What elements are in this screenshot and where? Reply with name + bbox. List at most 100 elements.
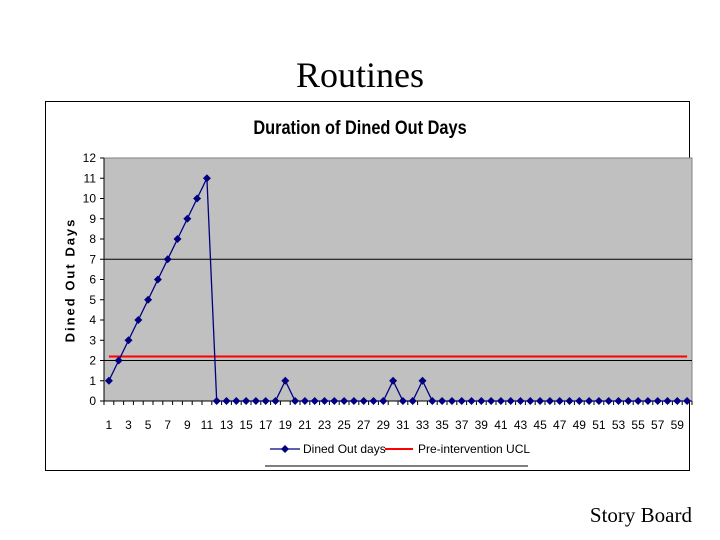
chart-title: Duration of Dined Out Days bbox=[253, 118, 467, 139]
x-tick-label: 49 bbox=[573, 418, 587, 432]
x-tick-label: 1 bbox=[106, 418, 113, 432]
x-tick-label: 31 bbox=[396, 418, 410, 432]
x-tick-label: 33 bbox=[416, 418, 430, 432]
x-tick-label: 43 bbox=[514, 418, 528, 432]
data-point bbox=[193, 194, 202, 203]
x-tick-label: 15 bbox=[239, 418, 253, 432]
x-tick-label: 41 bbox=[494, 418, 508, 432]
x-tick-label: 3 bbox=[125, 418, 132, 432]
y-tick-label: 12 bbox=[83, 151, 97, 165]
data-point bbox=[104, 376, 113, 385]
data-point bbox=[428, 397, 437, 405]
data-point bbox=[134, 316, 143, 324]
data-point bbox=[457, 397, 466, 405]
data-point bbox=[144, 295, 153, 304]
data-point bbox=[438, 397, 447, 405]
y-tick-label: 10 bbox=[83, 192, 97, 206]
data-point bbox=[251, 397, 260, 405]
x-tick-label: 59 bbox=[671, 418, 685, 432]
data-point bbox=[585, 397, 594, 405]
x-tick-label: 13 bbox=[220, 418, 234, 432]
data-point bbox=[653, 397, 662, 405]
data-point bbox=[349, 397, 358, 405]
data-point bbox=[536, 397, 545, 405]
data-point bbox=[526, 397, 535, 405]
data-point bbox=[506, 397, 515, 405]
y-tick-label: 0 bbox=[89, 394, 96, 408]
x-tick-label: 35 bbox=[435, 418, 449, 432]
x-tick-label: 51 bbox=[592, 418, 606, 432]
x-tick-label: 23 bbox=[318, 418, 332, 432]
data-point bbox=[683, 397, 692, 405]
y-tick-label: 3 bbox=[89, 333, 96, 347]
data-point bbox=[379, 397, 388, 405]
data-point bbox=[222, 397, 231, 405]
data-point bbox=[496, 397, 505, 405]
x-tick-label: 45 bbox=[533, 418, 547, 432]
data-point bbox=[389, 376, 398, 385]
y-tick-label: 5 bbox=[89, 293, 96, 307]
legend-marker bbox=[281, 445, 289, 453]
data-point bbox=[291, 397, 300, 405]
data-point bbox=[565, 397, 574, 405]
data-point bbox=[340, 397, 349, 405]
data-point bbox=[163, 255, 172, 264]
legend-label-dined-out: Dined Out days bbox=[303, 442, 386, 456]
data-point bbox=[487, 397, 496, 405]
x-tick-label: 7 bbox=[164, 418, 171, 432]
x-tick-label: 55 bbox=[631, 418, 645, 432]
data-point bbox=[575, 397, 584, 405]
data-point bbox=[614, 397, 623, 405]
data-point bbox=[418, 376, 427, 385]
data-point bbox=[212, 397, 221, 405]
data-point bbox=[153, 275, 162, 284]
x-tick-label: 29 bbox=[377, 418, 391, 432]
data-point bbox=[183, 214, 192, 223]
x-tick-label: 47 bbox=[553, 418, 567, 432]
data-point bbox=[604, 397, 613, 405]
data-point bbox=[555, 397, 564, 405]
data-point bbox=[447, 397, 456, 405]
x-tick-label: 37 bbox=[455, 418, 469, 432]
data-point bbox=[663, 397, 672, 405]
x-tick-label: 53 bbox=[612, 418, 626, 432]
legend-label-ucl: Pre-intervention UCL bbox=[418, 442, 530, 456]
footer-label: Story Board bbox=[589, 503, 692, 527]
x-tick-label: 19 bbox=[279, 418, 293, 432]
x-tick-label: 11 bbox=[201, 418, 214, 432]
x-tick-label: 9 bbox=[184, 418, 191, 432]
data-point bbox=[624, 397, 633, 405]
data-point bbox=[545, 397, 554, 405]
data-point bbox=[320, 397, 329, 405]
plot-area bbox=[103, 157, 693, 402]
data-point bbox=[330, 397, 339, 405]
x-tick-label: 57 bbox=[651, 418, 665, 432]
y-tick-label: 6 bbox=[89, 273, 96, 287]
data-point bbox=[673, 397, 682, 405]
y-tick-label: 1 bbox=[89, 374, 96, 388]
data-point bbox=[271, 397, 280, 405]
data-point bbox=[114, 356, 123, 365]
data-point bbox=[477, 397, 486, 405]
slide-title: Routines bbox=[295, 55, 424, 95]
y-tick-label: 2 bbox=[89, 354, 96, 368]
x-tick-label: 25 bbox=[337, 418, 351, 432]
data-point bbox=[202, 174, 211, 183]
data-point bbox=[124, 336, 133, 345]
x-tick-label: 27 bbox=[357, 418, 371, 432]
data-point bbox=[467, 397, 476, 405]
y-tick-label: 4 bbox=[89, 313, 96, 327]
x-tick-label: 5 bbox=[145, 418, 152, 432]
x-tick-label: 17 bbox=[259, 418, 273, 432]
data-point bbox=[594, 397, 603, 405]
y-tick-label: 8 bbox=[89, 232, 96, 246]
data-point bbox=[634, 397, 643, 405]
data-point bbox=[359, 397, 368, 405]
y-tick-label: 11 bbox=[84, 171, 97, 185]
x-tick-label: 39 bbox=[475, 418, 489, 432]
data-point bbox=[261, 397, 270, 405]
data-point bbox=[408, 397, 417, 405]
y-tick-label: 9 bbox=[89, 212, 96, 226]
data-point bbox=[398, 397, 407, 405]
